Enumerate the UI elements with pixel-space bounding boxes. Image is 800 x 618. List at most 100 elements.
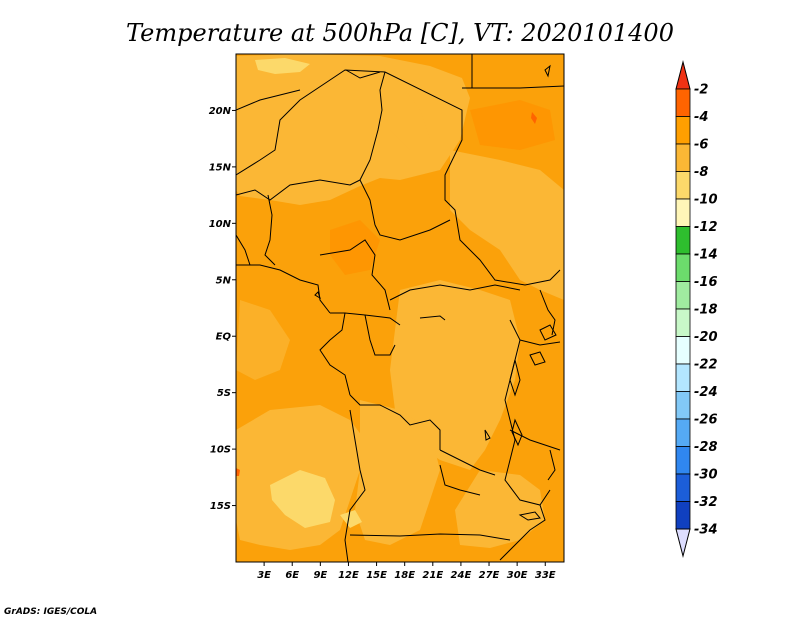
colorbar-bottom-arrow bbox=[675, 528, 691, 558]
chart-title: Temperature at 500hPa [C], VT: 202010140… bbox=[126, 19, 674, 47]
lake-outline bbox=[419, 315, 446, 321]
lat-tick-label: 15N bbox=[209, 162, 232, 173]
temperature-region bbox=[270, 470, 335, 528]
colorbar-segment bbox=[675, 281, 691, 310]
colorbar-segment bbox=[675, 391, 691, 420]
colorbar-segment bbox=[675, 418, 691, 447]
colorbar-segment bbox=[675, 116, 691, 145]
map-frame bbox=[235, 53, 565, 563]
border-line bbox=[462, 85, 564, 89]
colorbar-segment bbox=[675, 501, 691, 530]
temperature-region bbox=[255, 58, 310, 74]
temperature-region bbox=[355, 400, 440, 545]
border-line bbox=[349, 394, 441, 450]
colorbar: -2 -4 -6 -8 -10 -12 -14 -16 -18 -20 -22 -24 -26 -28 -3… bbox=[675, 60, 718, 558]
temperature-region bbox=[455, 470, 545, 548]
border-line bbox=[344, 409, 366, 562]
lake-outline bbox=[529, 351, 546, 366]
lat-tick-label: 20N bbox=[209, 106, 232, 117]
colorbar-segment bbox=[675, 171, 691, 200]
border-line bbox=[319, 312, 351, 396]
border-line bbox=[509, 429, 561, 451]
border-line bbox=[359, 71, 386, 226]
lake-outline bbox=[314, 291, 321, 300]
border-line bbox=[504, 439, 551, 506]
border-line bbox=[539, 289, 556, 336]
temperature-region bbox=[531, 112, 537, 124]
colorbar-label: -2 bbox=[694, 83, 708, 98]
lon-tick-label: 18E bbox=[394, 570, 415, 581]
border-line bbox=[374, 219, 451, 241]
colorbar-label: -20 bbox=[694, 330, 718, 345]
border-line bbox=[236, 89, 301, 111]
lon-tick-label: 6E bbox=[285, 570, 299, 581]
lake-outline bbox=[539, 324, 557, 341]
temperature-region bbox=[380, 70, 430, 150]
colorbar-segment bbox=[675, 143, 691, 172]
colorbar-label: -16 bbox=[694, 275, 718, 290]
border-line bbox=[236, 69, 561, 286]
lon-tick-label: 12E bbox=[338, 570, 359, 581]
colorbar-label: -18 bbox=[694, 303, 718, 318]
border-line bbox=[345, 69, 381, 79]
temperature-region bbox=[236, 468, 240, 476]
lon-tick-label: 33E bbox=[535, 570, 556, 581]
colorbar-label: -28 bbox=[694, 440, 718, 455]
lake-outline bbox=[544, 64, 551, 78]
colorbar-label: -32 bbox=[694, 495, 718, 510]
border-line bbox=[499, 504, 546, 561]
temperature-field bbox=[236, 54, 564, 550]
axis-ticks: 20N 15N 10N 5N EQ 5S 10S 15S 3E 6E 9E 12E 15E 18E 21E 2… bbox=[209, 106, 556, 581]
colorbar-label: -34 bbox=[694, 523, 718, 538]
lake-outline bbox=[511, 418, 523, 447]
colorbar-label: -14 bbox=[694, 248, 718, 263]
credit-label: GrADS: IGES/COLA bbox=[4, 607, 97, 617]
lon-tick-label: 21E bbox=[422, 570, 443, 581]
border-line bbox=[439, 449, 496, 476]
border-line bbox=[236, 264, 331, 314]
colorbar-segment bbox=[675, 363, 691, 392]
lon-tick-label: 3E bbox=[257, 570, 271, 581]
colorbar-segment bbox=[675, 473, 691, 502]
temperature-region bbox=[470, 100, 555, 150]
lon-tick-label: 9E bbox=[313, 570, 327, 581]
border-line bbox=[236, 234, 251, 266]
colorbar-label: -24 bbox=[694, 385, 718, 400]
colorbar-label: -8 bbox=[694, 165, 708, 180]
lat-tick-label: 5N bbox=[216, 275, 232, 286]
border-line bbox=[547, 449, 556, 481]
border-line bbox=[364, 314, 396, 356]
temperature-region bbox=[236, 300, 290, 380]
colorbar-segment bbox=[675, 88, 691, 117]
colorbar-label: -26 bbox=[694, 413, 718, 428]
map-area: 20N 15N 10N 5N EQ 5S 10S 15S 3E 6E 9E 12E 15E 18E 21E 2… bbox=[209, 53, 565, 581]
colorbar-top-arrow bbox=[675, 60, 691, 90]
colorbar-label: -12 bbox=[694, 220, 718, 235]
border-line bbox=[319, 239, 391, 311]
colorbar-label: -4 bbox=[694, 110, 708, 125]
lat-tick-label: 15S bbox=[210, 501, 231, 512]
temperature-region bbox=[450, 150, 564, 300]
country-borders bbox=[236, 54, 564, 562]
lat-tick-label: 5S bbox=[217, 388, 231, 399]
temperature-region bbox=[330, 220, 380, 275]
colorbar-segment bbox=[675, 253, 691, 282]
border-line bbox=[389, 284, 521, 301]
colorbar-segment bbox=[675, 198, 691, 227]
colorbar-label: -22 bbox=[694, 358, 718, 373]
lake-outline bbox=[518, 511, 541, 521]
lake-outline bbox=[484, 429, 491, 441]
colorbar-label: -10 bbox=[694, 193, 718, 208]
temperature-region bbox=[390, 280, 520, 470]
lat-tick-label: 10N bbox=[209, 219, 232, 230]
border-line bbox=[236, 179, 361, 201]
colorbar-segment bbox=[675, 226, 691, 255]
temperature-region bbox=[340, 510, 362, 528]
colorbar-segment bbox=[675, 336, 691, 365]
colorbar-segment bbox=[675, 308, 691, 337]
lon-tick-label: 27E bbox=[479, 570, 500, 581]
lat-tick-label: EQ bbox=[216, 332, 232, 343]
border-line bbox=[264, 194, 276, 266]
lat-tick-label: 10S bbox=[210, 445, 231, 456]
